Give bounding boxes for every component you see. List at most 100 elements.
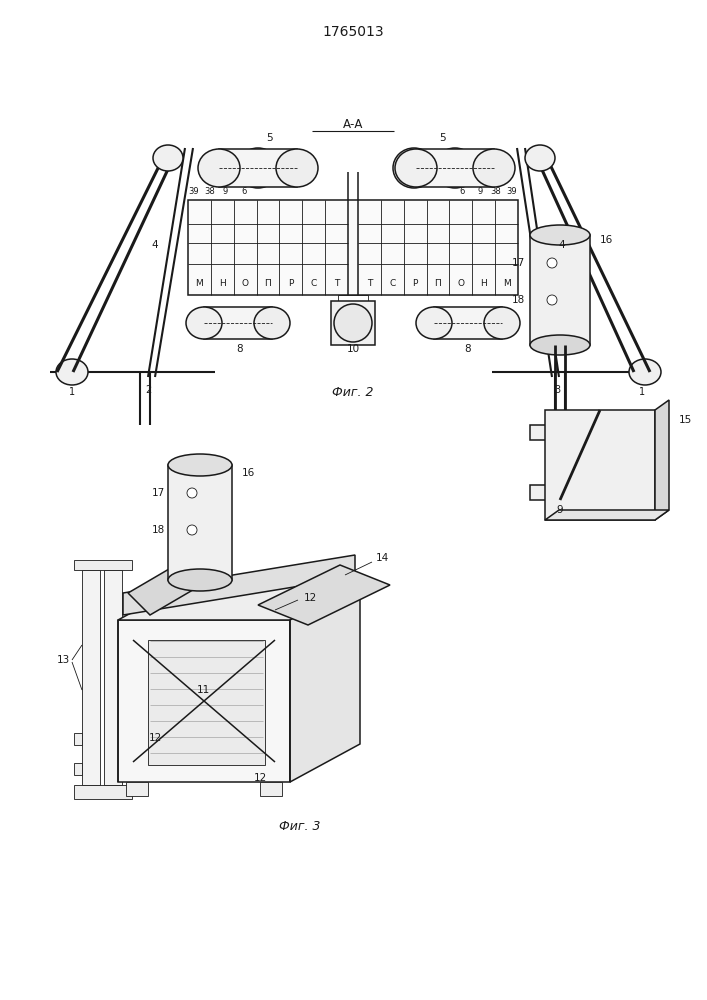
Ellipse shape [198,149,240,187]
Text: 1: 1 [69,387,75,397]
Bar [74,763,82,775]
Text: 38: 38 [491,188,501,196]
Ellipse shape [547,295,557,305]
Ellipse shape [434,148,476,188]
Polygon shape [258,565,390,625]
Bar [219,149,297,187]
Polygon shape [655,400,669,520]
Polygon shape [530,425,590,500]
Text: 1765013: 1765013 [322,25,384,39]
Bar [338,295,368,305]
Text: Р: Р [288,279,293,288]
Text: 38: 38 [204,188,216,196]
Ellipse shape [334,304,372,342]
Bar [168,465,232,580]
Text: 4: 4 [152,240,158,250]
Text: 8: 8 [237,344,243,354]
Ellipse shape [395,149,437,187]
Ellipse shape [530,335,590,355]
Bar [260,782,282,796]
Text: 18: 18 [151,525,165,535]
Text: 2: 2 [145,385,151,395]
Text: М: М [503,279,510,288]
Ellipse shape [254,307,290,339]
Bar [204,307,272,339]
Text: Н: Н [480,279,487,288]
Text: 13: 13 [57,655,70,665]
Bar [74,785,132,799]
Ellipse shape [187,488,197,498]
Text: Р: Р [412,279,418,288]
Polygon shape [545,410,655,520]
Text: 16: 16 [600,235,613,245]
Text: Фиг. 2: Фиг. 2 [332,386,374,399]
Bar [530,235,590,345]
Ellipse shape [187,525,197,535]
Bar [126,782,148,796]
Text: О: О [457,279,464,288]
Polygon shape [545,510,669,520]
Text: 14: 14 [375,553,389,563]
Text: Н: Н [219,279,226,288]
Text: 4: 4 [559,240,566,250]
Text: О: О [242,279,249,288]
Text: 5: 5 [440,133,446,143]
Ellipse shape [416,307,452,339]
Bar [82,570,100,785]
Bar [331,301,375,345]
Text: 12: 12 [148,733,162,743]
Bar [434,307,502,339]
Text: Фиг. 3: Фиг. 3 [279,820,321,834]
Text: А-А: А-А [343,118,363,131]
Text: М: М [196,279,204,288]
Ellipse shape [153,145,183,171]
Text: 12: 12 [303,593,317,603]
Bar [122,733,130,745]
Text: 5: 5 [267,133,274,143]
Text: Т: Т [367,279,372,288]
Ellipse shape [186,307,222,339]
Ellipse shape [56,359,88,385]
Text: П: П [435,279,441,288]
Text: 9: 9 [223,188,228,196]
Ellipse shape [393,148,435,188]
Polygon shape [290,582,360,782]
Bar [148,640,265,765]
Bar [122,763,130,775]
Text: 18: 18 [511,295,525,305]
Text: С: С [310,279,317,288]
Bar [74,560,132,570]
Text: 8: 8 [464,344,472,354]
Text: 3: 3 [554,385,560,395]
Text: 39: 39 [507,188,518,196]
Text: 12: 12 [253,773,267,783]
Ellipse shape [168,569,232,591]
Text: 10: 10 [346,344,360,354]
Ellipse shape [473,149,515,187]
Ellipse shape [484,307,520,339]
Ellipse shape [276,149,318,187]
Text: П: П [264,279,271,288]
Bar [118,620,290,782]
Bar [74,733,82,745]
Polygon shape [128,555,215,615]
Ellipse shape [530,225,590,245]
Text: 17: 17 [151,488,165,498]
Text: 1: 1 [639,387,645,397]
Bar [416,149,494,187]
Ellipse shape [237,148,279,188]
Text: 11: 11 [197,685,209,695]
Bar [104,570,122,785]
Text: 16: 16 [242,468,255,478]
Polygon shape [118,582,360,620]
Text: 6: 6 [460,188,464,196]
Polygon shape [123,555,355,615]
Text: Т: Т [334,279,339,288]
Ellipse shape [547,258,557,268]
Text: 17: 17 [511,258,525,268]
Text: С: С [389,279,395,288]
Text: 39: 39 [189,188,199,196]
Ellipse shape [629,359,661,385]
Text: 9: 9 [556,505,563,515]
Ellipse shape [525,145,555,171]
